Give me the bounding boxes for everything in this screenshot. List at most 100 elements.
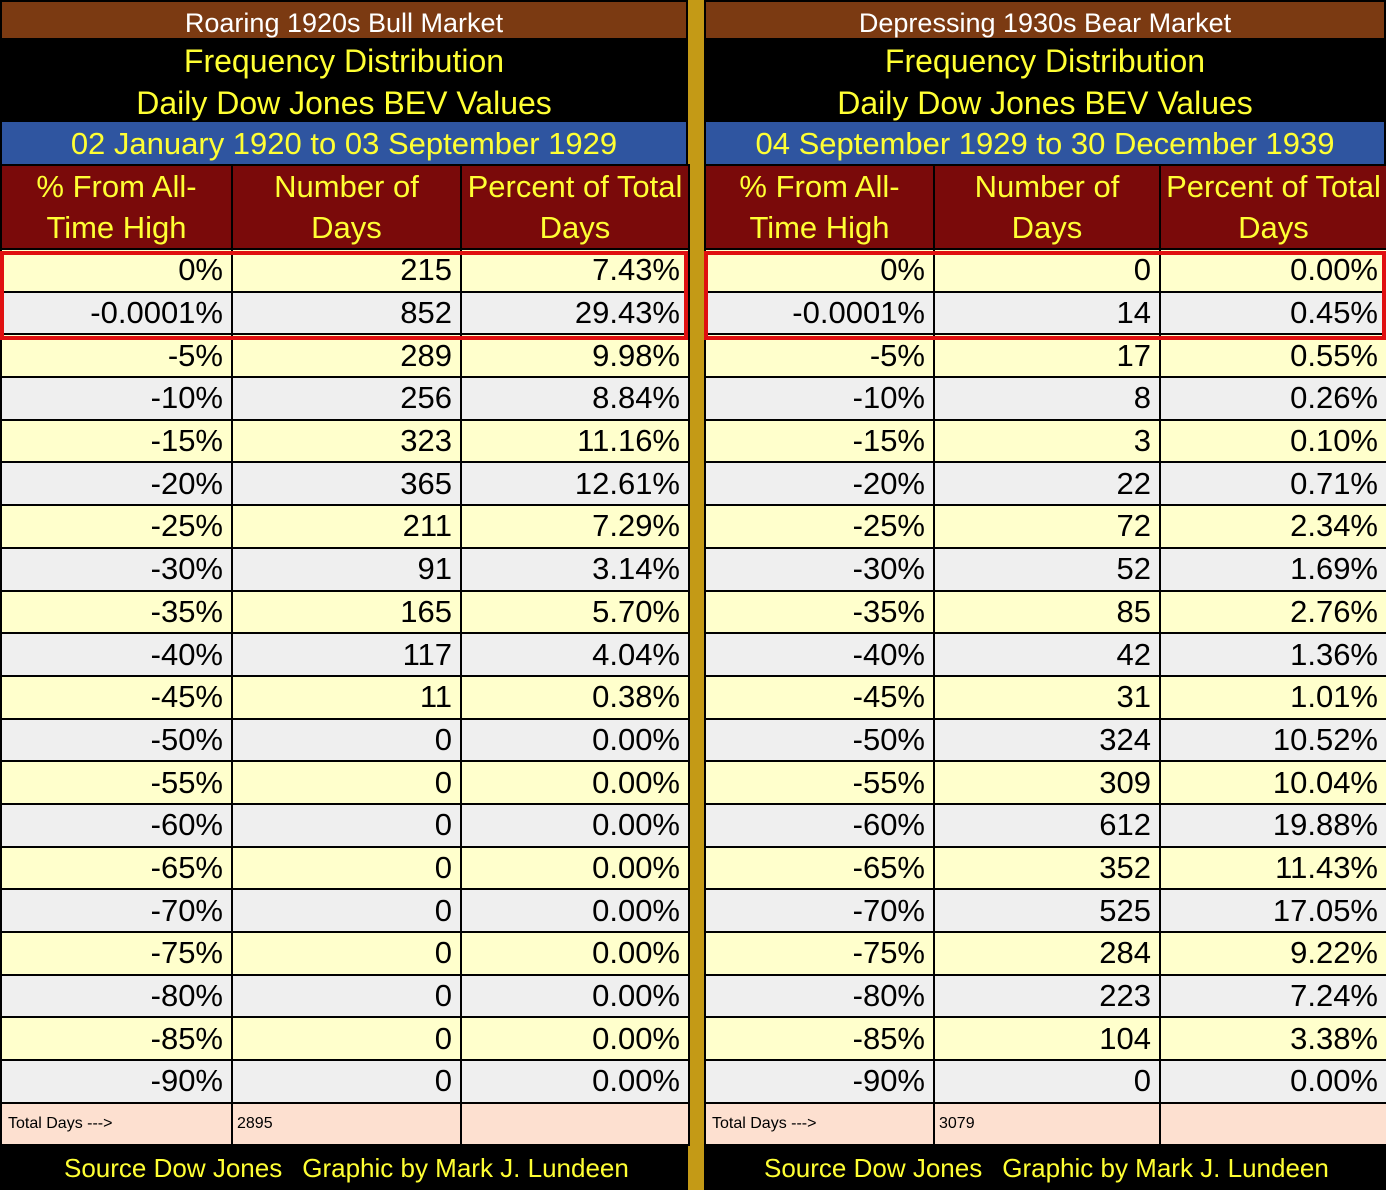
percent-of-total-cell: 17.05% [1159,888,1386,933]
pct-from-high-cell: -85% [0,1016,233,1062]
percent-of-total-cell: 0.55% [1159,333,1386,379]
table-row: -40% 42 1.36% [704,632,1386,677]
table-row: -30% 52 1.69% [704,546,1386,592]
pct-from-high-cell: -80% [0,973,233,1019]
number-of-days-cell: 0 [231,1016,462,1062]
table-row: -10% 8 0.26% [704,376,1386,421]
number-of-days-cell: 117 [231,632,462,677]
number-of-days-cell: 284 [933,931,1161,976]
pct-from-high-cell: -75% [704,931,935,976]
percent-of-total-cell: 9.98% [460,333,690,379]
number-of-days-cell: 0 [231,1059,462,1104]
pct-from-high-cell: -45% [0,674,233,720]
number-of-days-cell: 612 [933,802,1161,848]
number-of-days-cell: 14 [933,290,1161,336]
number-of-days-cell: 0 [933,1059,1161,1104]
percent-of-total-cell: 11.43% [1159,845,1386,891]
pct-from-high-cell: -60% [704,802,935,848]
number-of-days-cell: 0 [231,802,462,848]
number-of-days-cell: 0 [231,973,462,1019]
table-header-row: % From All-Time High Number of Days Perc… [0,164,690,250]
panel-divider [688,0,704,1190]
pct-from-high-cell: -40% [0,632,233,677]
pct-from-high-cell: -65% [0,845,233,891]
column-header: % From All-Time High [704,164,935,250]
date-range: 02 January 1920 to 03 September 1929 [2,122,686,164]
number-of-days-cell: 11 [231,674,462,720]
percent-of-total-cell: 0.00% [1159,1059,1386,1104]
table-body: 0% 0 0.00% -0.0001% 14 0.45% -5% 17 0.55% -10% 8 0.… [704,248,1386,1104]
subtitle-line-1: Frequency Distribution [183,43,505,79]
number-of-days-cell: 0 [933,248,1161,293]
source-text: Source Dow Jones [64,1152,283,1183]
total-value: 3079 [933,1101,1161,1146]
number-of-days-cell: 22 [933,461,1161,507]
pct-from-high-cell: -5% [704,333,935,379]
table-row: -0.0001% 852 29.43% [0,290,690,336]
total-empty-cell [460,1101,690,1146]
pct-from-high-cell: -40% [704,632,935,677]
number-of-days-cell: 85 [933,589,1161,635]
pct-from-high-cell: -65% [704,845,935,891]
pct-from-high-cell: -35% [0,589,233,635]
number-of-days-cell: 72 [933,504,1161,549]
percent-of-total-cell: 0.00% [460,802,690,848]
pct-from-high-cell: -0.0001% [704,290,935,336]
percent-of-total-cell: 10.52% [1159,717,1386,763]
percent-of-total-cell: 0.00% [460,717,690,763]
table-row: -90% 0 0.00% [0,1059,690,1104]
number-of-days-cell: 256 [231,376,462,421]
pct-from-high-cell: -10% [0,376,233,421]
panel-subtitle: Frequency Distribution Daily Dow Jones B… [0,38,688,122]
table-row: 0% 0 0.00% [704,248,1386,293]
pct-from-high-cell: -20% [704,461,935,507]
pct-from-high-cell: -45% [704,674,935,720]
percent-of-total-cell: 0.45% [1159,290,1386,336]
pct-from-high-cell: -80% [704,973,935,1019]
table-row: -25% 72 2.34% [704,504,1386,549]
table-row: -40% 117 4.04% [0,632,690,677]
table-row: -15% 3 0.10% [704,418,1386,464]
number-of-days-cell: 3 [933,418,1161,464]
number-of-days-cell: 91 [231,546,462,592]
percent-of-total-cell: 0.00% [460,888,690,933]
table-row: -5% 289 9.98% [0,333,690,379]
pct-from-high-cell: 0% [0,248,233,293]
pct-from-high-cell: -0.0001% [0,290,233,336]
percent-of-total-cell: 4.04% [460,632,690,677]
number-of-days-cell: 8 [933,376,1161,421]
table-row: -65% 0 0.00% [0,845,690,891]
number-of-days-cell: 0 [231,888,462,933]
percent-of-total-cell: 7.24% [1159,973,1386,1019]
panel-subtitle: Frequency Distribution Daily Dow Jones B… [704,38,1386,122]
table-row: -80% 0 0.00% [0,973,690,1019]
table-row: -25% 211 7.29% [0,504,690,549]
table-row: -45% 31 1.01% [704,674,1386,720]
column-header: % From All-Time High [0,164,233,250]
pct-from-high-cell: -85% [704,1016,935,1062]
number-of-days-cell: 0 [231,845,462,891]
column-header: Number of Days [933,164,1161,250]
number-of-days-cell: 352 [933,845,1161,891]
subtitle-line-2: Daily Dow Jones BEV Values [837,85,1253,121]
table-header-row: % From All-Time High Number of Days Perc… [704,164,1386,250]
table-row: -90% 0 0.00% [704,1059,1386,1104]
percent-of-total-cell: 0.26% [1159,376,1386,421]
percent-of-total-cell: 1.01% [1159,674,1386,720]
table-row: -35% 165 5.70% [0,589,690,635]
pct-from-high-cell: -90% [0,1059,233,1104]
table-row: -75% 0 0.00% [0,931,690,976]
number-of-days-cell: 223 [933,973,1161,1019]
percent-of-total-cell: 12.61% [460,461,690,507]
number-of-days-cell: 52 [933,546,1161,592]
percent-of-total-cell: 7.29% [460,504,690,549]
number-of-days-cell: 42 [933,632,1161,677]
pct-from-high-cell: -5% [0,333,233,379]
pct-from-high-cell: -50% [0,717,233,763]
percent-of-total-cell: 1.69% [1159,546,1386,592]
number-of-days-cell: 365 [231,461,462,507]
footer: Source Dow Jones Graphic by Mark J. Lunde… [704,1145,1386,1186]
table-body: 0% 215 7.43% -0.0001% 852 29.43% -5% 289 9.98% -1… [0,248,690,1104]
pct-from-high-cell: 0% [704,248,935,293]
pct-from-high-cell: -70% [704,888,935,933]
